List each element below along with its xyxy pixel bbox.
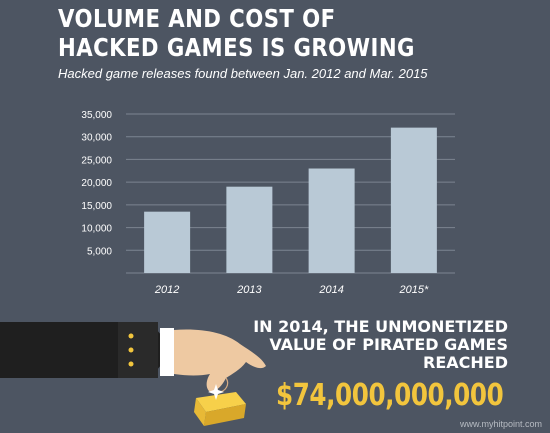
callout-line-1: IN 2014, THE UNMONETIZED [253, 317, 508, 336]
x-tick-label: 2015* [398, 284, 428, 296]
bar-chart: 5,000 10,000 15,000 20,000 25,000 30,000 35,00… [81, 110, 455, 296]
callout-text: IN 2014, THE UNMONETIZED VALUE OF PIRATE… [248, 318, 508, 372]
y-tick-label: 10,000 [81, 224, 112, 235]
y-tick-label: 30,000 [81, 133, 112, 144]
y-tick-label: 25,000 [81, 155, 112, 166]
callout-amount: $74,000,000,000 [276, 378, 504, 413]
y-tick-label: 35,000 [81, 110, 112, 121]
y-tick-label: 15,000 [81, 201, 112, 212]
callout-line-2: VALUE OF PIRATED GAMES [269, 335, 508, 354]
bar-2015 [390, 127, 437, 273]
chart-bars [144, 127, 437, 273]
x-tick-label: 2014 [318, 284, 343, 296]
page-title: VOLUME AND COST OF HACKED GAMES IS GROWI… [58, 4, 466, 62]
hand-icon [0, 322, 266, 426]
gold-bar-icon [194, 384, 246, 426]
title-line-2: HACKED GAMES IS GROWING [58, 33, 415, 62]
callout-line-3: REACHED [423, 353, 508, 372]
x-tick-label: 2012 [154, 284, 179, 296]
title-line-1: VOLUME AND COST OF [58, 4, 336, 33]
x-axis-ticks: 2012 2013 2014 2015* [154, 284, 429, 296]
watermark: www.myhitpoint.com [459, 419, 542, 429]
chart-subtitle: Hacked game releases found between Jan. … [58, 66, 428, 81]
y-tick-label: 20,000 [81, 178, 112, 189]
y-axis-ticks: 5,000 10,000 15,000 20,000 25,000 30,000 35,00… [81, 110, 112, 257]
x-tick-label: 2013 [236, 284, 262, 296]
bar-2014 [308, 168, 355, 273]
bar-2012 [144, 211, 191, 273]
bar-2013 [226, 186, 273, 273]
y-tick-label: 5,000 [87, 246, 112, 257]
